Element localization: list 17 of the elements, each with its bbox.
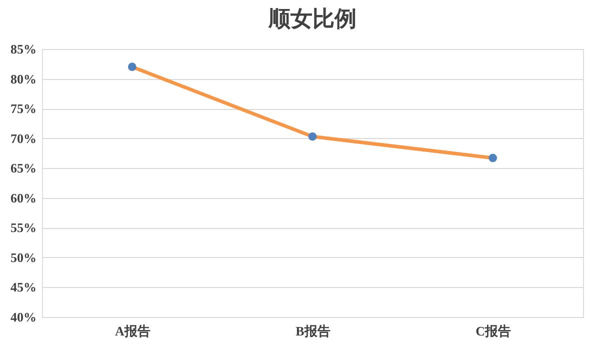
y-tick-label: 50% [10,250,36,265]
y-tick-label: 70% [10,130,36,146]
x-tick-label: B报告 [296,324,330,338]
chart-title: 顺女比例 [268,6,356,31]
y-tick-label: 75% [10,101,36,116]
y-tick-label: 45% [10,280,36,295]
y-tick-label: 85% [10,42,36,56]
x-tick-label: C报告 [476,324,512,338]
point [488,154,498,162]
point [128,62,136,72]
y-tick-label: 80% [10,71,36,86]
y-tick-label: 65% [10,160,36,176]
y-tick-label: 40% [10,310,36,324]
point [308,132,317,141]
x-tick-label: A报告 [114,324,150,338]
y-tick-label: 60% [10,190,36,206]
y-tick-label: 55% [10,220,36,236]
